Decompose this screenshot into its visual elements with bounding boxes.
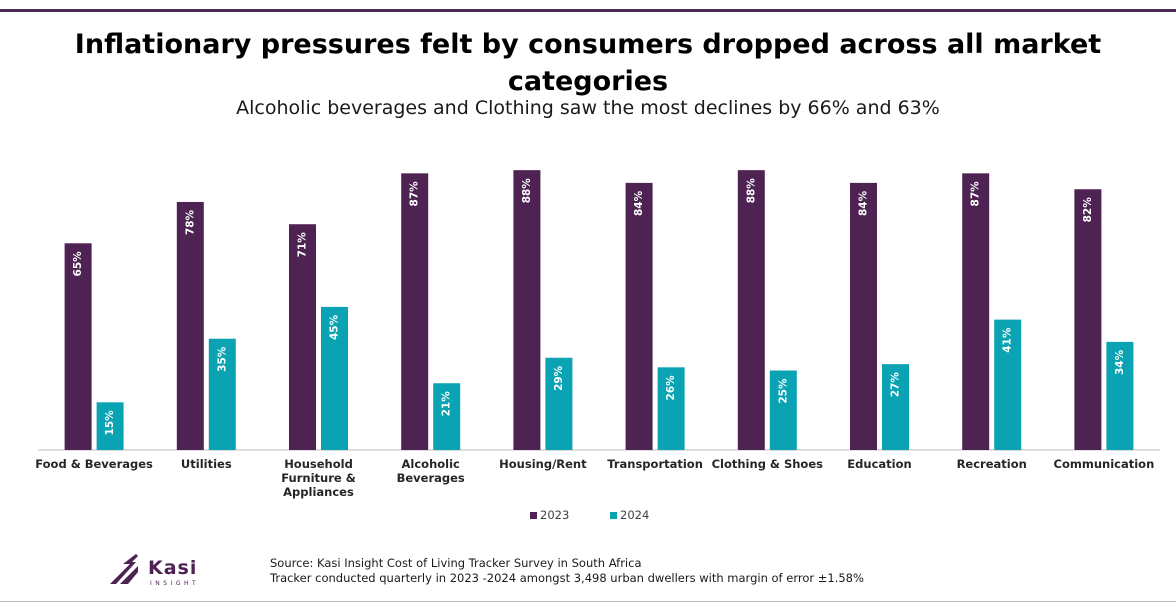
bar-2024-7 — [882, 364, 909, 450]
category-label-8-0: Recreation — [957, 457, 1027, 471]
bar-2023-5 — [625, 182, 653, 450]
category-label-5-0: Transportation — [607, 457, 703, 471]
category-label-1-0: Utilities — [181, 457, 232, 471]
data-label-2024-7: 27% — [890, 372, 902, 398]
legend-label-2023: 2023 — [540, 508, 569, 522]
logo-tagline: INSIGHT — [150, 580, 199, 587]
category-label-2-2: Appliances — [283, 485, 354, 499]
category-label-4-0: Housing/Rent — [499, 457, 587, 471]
data-label-2023-5: 84% — [633, 190, 645, 216]
footer-notes: Source: Kasi Insight Cost of Living Trac… — [270, 556, 864, 586]
logo-name: Kasi — [148, 557, 197, 579]
bar-2024-8 — [994, 319, 1022, 450]
kasi-logo-mark-icon — [110, 554, 138, 584]
category-label-3-0: Alcoholic — [402, 457, 461, 471]
data-label-2024-8: 41% — [1002, 327, 1014, 353]
kasi-insight-logo: Kasi INSIGHT — [110, 554, 199, 587]
bar-chart: 65% 15% Food & Beverages 78% 35% Utilities 71%… — [35, 170, 1160, 522]
data-label-2023-8: 87% — [970, 181, 982, 207]
bar-2023-7 — [850, 182, 877, 450]
data-label-2023-9: 82% — [1082, 197, 1094, 223]
bar-2023-3 — [401, 173, 429, 450]
data-label-2024-4: 29% — [553, 365, 565, 391]
bar-2023-1 — [176, 201, 204, 450]
category-label-6-0: Clothing & Shoes — [712, 457, 824, 471]
data-label-2023-2: 71% — [297, 232, 309, 258]
top-rule — [0, 9, 1176, 12]
bar-2024-9 — [1106, 341, 1134, 450]
bar-2024-5 — [657, 367, 685, 450]
category-label-9-0: Communication — [1054, 457, 1155, 471]
chart-title: Inflationary pressures felt by consumers… — [74, 29, 1102, 97]
bar-2024-3 — [433, 383, 461, 450]
bar-2023-6 — [737, 170, 765, 450]
data-label-2023-1: 78% — [184, 209, 196, 235]
legend-label-2024: 2024 — [620, 508, 649, 522]
data-label-2024-6: 25% — [777, 378, 789, 404]
data-label-2024-0: 15% — [104, 410, 116, 436]
data-label-2023-7: 84% — [858, 190, 870, 216]
data-label-2024-2: 45% — [329, 314, 341, 340]
category-label-2-0: Household — [284, 457, 353, 471]
data-label-2024-3: 21% — [441, 391, 453, 417]
category-label-2-1: Furniture & — [281, 471, 355, 485]
data-label-2024-5: 26% — [665, 375, 677, 401]
data-label-2023-4: 88% — [521, 178, 533, 204]
data-label-2024-1: 35% — [216, 346, 228, 372]
bar-2024-4 — [545, 357, 573, 450]
category-label-3-1: Beverages — [397, 471, 465, 485]
bottom-rule — [0, 601, 1176, 602]
bar-2024-0 — [96, 402, 124, 450]
footer-source: Source: Kasi Insight Cost of Living Trac… — [270, 556, 642, 570]
bar-2023-0 — [64, 243, 92, 450]
category-label-0-0: Food & Beverages — [35, 457, 153, 471]
data-label-2023-0: 65% — [72, 251, 84, 277]
bar-2024-2 — [321, 306, 348, 450]
bar-2023-8 — [962, 173, 990, 450]
bar-2024-1 — [208, 338, 236, 450]
category-label-7-0: Education — [847, 457, 911, 471]
footer-note: Tracker conducted quarterly in 2023 -202… — [270, 571, 864, 585]
data-label-2024-9: 34% — [1114, 349, 1126, 375]
bar-2023-2 — [289, 224, 316, 450]
bar-2023-9 — [1074, 189, 1102, 451]
legend-swatch-2023 — [530, 512, 537, 519]
bar-2023-4 — [513, 170, 541, 450]
chart-subtitle: Alcoholic beverages and Clothing saw the… — [236, 97, 940, 119]
bar-2024-6 — [769, 370, 797, 450]
data-label-2023-3: 87% — [409, 181, 421, 207]
legend-swatch-2024 — [610, 512, 617, 519]
data-label-2023-6: 88% — [745, 178, 757, 204]
